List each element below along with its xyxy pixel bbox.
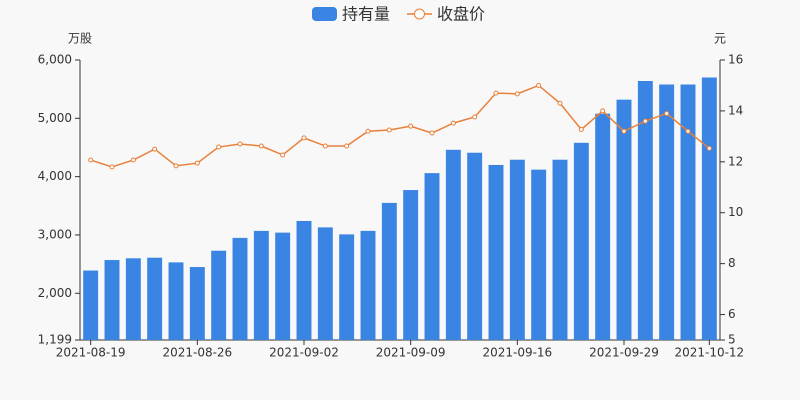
- bar: [573, 142, 589, 340]
- price-point: [408, 123, 414, 129]
- legend-swatch: [312, 7, 337, 21]
- y-tick-label: 6,000: [38, 53, 72, 67]
- bar: [147, 257, 163, 340]
- y2-unit: 元: [714, 32, 726, 46]
- legend-swatch-point: [414, 8, 425, 20]
- bar: [680, 84, 696, 340]
- bar: [381, 202, 397, 340]
- y2-tick-label: 12: [728, 154, 743, 168]
- price-line: [90, 84, 710, 168]
- bar: [253, 230, 269, 340]
- y-tick-label: 2,000: [38, 286, 72, 300]
- y2-tick-label: 5: [728, 333, 736, 347]
- y2-tick-label: 14: [728, 103, 743, 117]
- price-point: [322, 143, 328, 149]
- price-point: [514, 91, 520, 97]
- bar: [403, 190, 419, 340]
- price-point: [216, 144, 222, 150]
- legend-label: 收盘价: [437, 5, 485, 24]
- x-tick-label: 2021-08-19: [56, 346, 126, 360]
- price-point: [386, 127, 392, 133]
- bar: [83, 270, 99, 340]
- bar: [488, 164, 504, 340]
- x-tick-label: 2021-08-26: [162, 346, 232, 360]
- x-tick-label: 2021-09-29: [589, 346, 659, 360]
- price-point: [429, 130, 435, 136]
- y2-tick-label: 6: [728, 307, 736, 321]
- bar: [232, 237, 248, 340]
- price-point: [88, 157, 94, 163]
- bar: [189, 267, 205, 340]
- price-point: [109, 164, 115, 170]
- x-tick-label: 2021-10-12: [674, 346, 744, 360]
- bar: [659, 84, 675, 340]
- bar: [275, 232, 291, 340]
- bar: [509, 159, 525, 340]
- bar: [637, 80, 653, 340]
- price-point: [664, 110, 670, 116]
- price-point: [642, 118, 648, 124]
- price-point: [173, 163, 179, 169]
- x-tick-label: 2021-09-16: [482, 346, 552, 360]
- price-point: [450, 120, 456, 126]
- bar: [616, 99, 632, 340]
- y2-tick-label: 8: [728, 256, 736, 270]
- bar: [296, 220, 312, 340]
- price-point: [280, 152, 286, 158]
- bar: [104, 260, 120, 340]
- y-tick-label: 1,199: [38, 333, 72, 347]
- price-point: [685, 128, 691, 134]
- price-point: [557, 100, 563, 106]
- y2-tick-label: 16: [728, 53, 743, 67]
- price-point: [152, 146, 158, 152]
- price-point: [472, 114, 478, 120]
- price-point: [621, 128, 627, 134]
- x-tick-label: 2021-09-02: [269, 346, 339, 360]
- legend-label: 持有量: [342, 5, 390, 24]
- bar: [467, 152, 483, 340]
- price-point: [493, 90, 499, 96]
- price-point: [237, 141, 243, 147]
- price-point: [536, 82, 542, 88]
- bar: [445, 149, 461, 340]
- bar: [531, 169, 547, 340]
- y2-tick-label: 10: [728, 205, 743, 219]
- price-point: [578, 126, 584, 132]
- y-unit: 万股: [68, 32, 92, 46]
- price-point: [344, 143, 350, 149]
- bar: [211, 250, 227, 340]
- bar: [424, 173, 440, 340]
- bar: [360, 230, 376, 340]
- bar: [125, 258, 141, 340]
- bar: [595, 113, 611, 340]
- y-tick-label: 3,000: [38, 227, 72, 241]
- price-point: [301, 135, 307, 141]
- bar: [168, 262, 184, 340]
- price-point: [258, 143, 264, 149]
- y-tick-label: 5,000: [38, 111, 72, 125]
- price-point: [194, 160, 200, 166]
- price-point: [706, 145, 712, 151]
- bar: [701, 77, 717, 341]
- price-point: [130, 157, 136, 163]
- bar: [317, 227, 333, 340]
- x-tick-label: 2021-09-09: [376, 346, 446, 360]
- bar: [552, 159, 568, 340]
- bar: [339, 234, 355, 340]
- y-tick-label: 4,000: [38, 169, 72, 183]
- price-point: [600, 108, 606, 114]
- price-point: [365, 128, 371, 134]
